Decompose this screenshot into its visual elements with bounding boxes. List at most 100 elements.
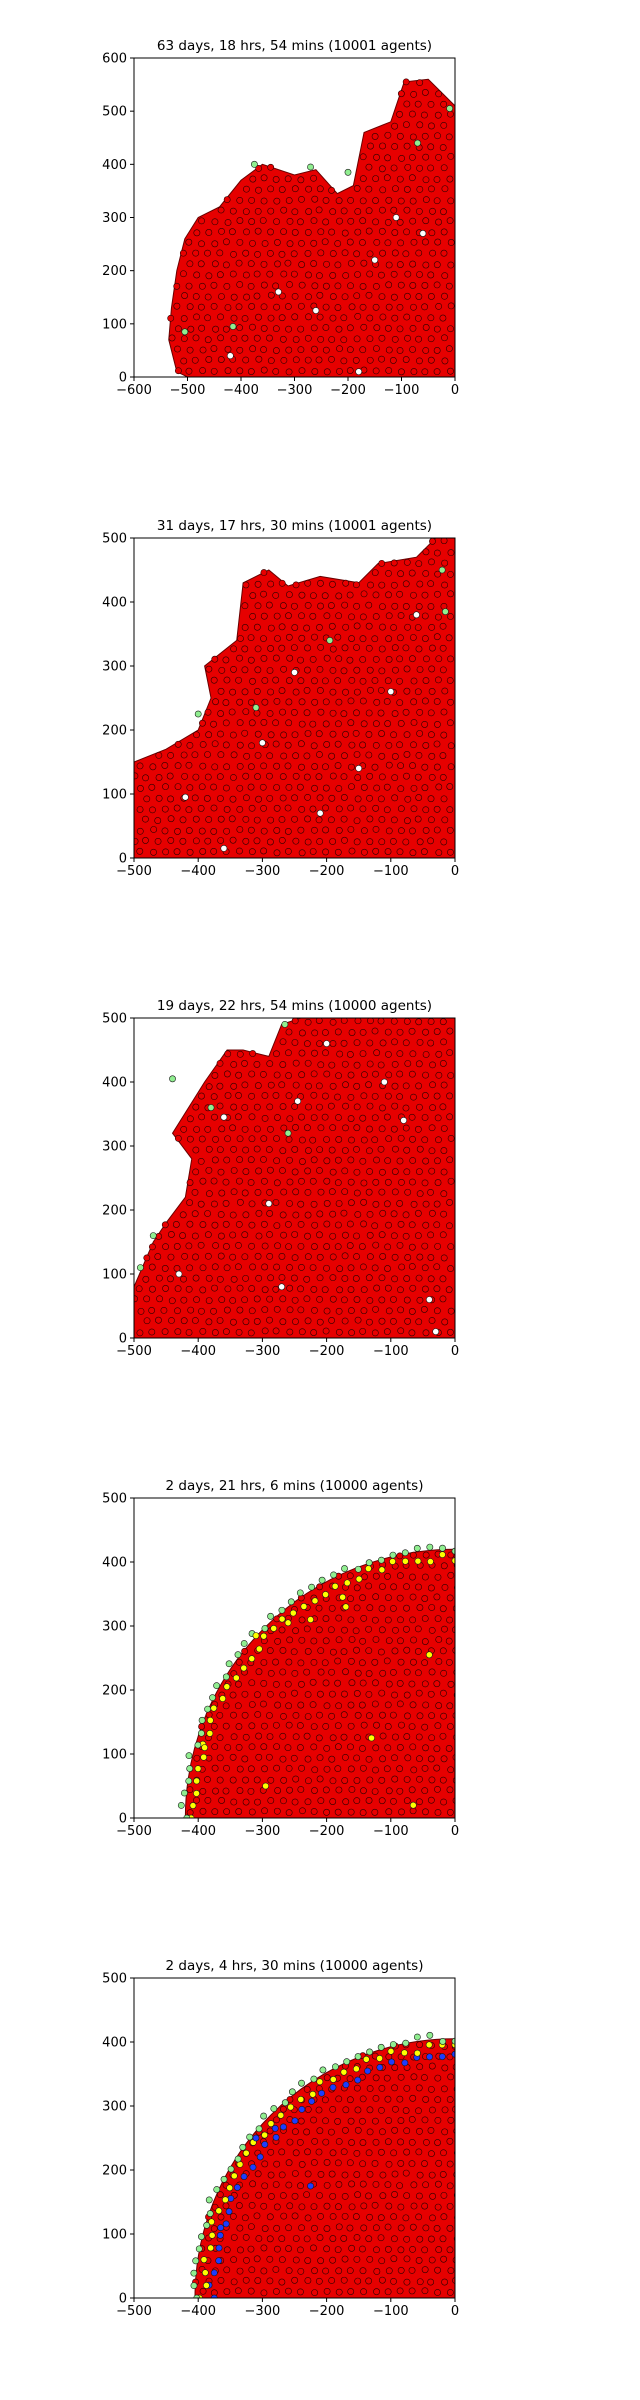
agent-point — [434, 1722, 442, 1730]
agent-point — [248, 1200, 256, 1208]
agent-point — [254, 1798, 261, 1806]
agent-point — [267, 1612, 274, 1620]
agent-point — [410, 1636, 417, 1644]
agent-point — [336, 1286, 344, 1294]
agent-point — [273, 1157, 281, 1165]
agent-point — [360, 2224, 368, 2232]
agent-point — [304, 2257, 312, 2264]
agent-point — [335, 1072, 342, 1079]
agent-point — [391, 2084, 398, 2092]
agent-point — [434, 132, 441, 140]
agent-point — [445, 345, 453, 353]
agent-point — [217, 2213, 225, 2221]
agent-point — [292, 1733, 300, 1741]
agent-point — [297, 677, 305, 685]
agent-point — [236, 719, 244, 727]
agent-point — [220, 2175, 228, 2183]
agent-point — [434, 2203, 442, 2211]
y-tick-label: 100 — [102, 788, 127, 803]
agent-point — [397, 2160, 405, 2167]
agent-point — [255, 164, 263, 172]
agent-point — [287, 2103, 295, 2111]
agent-point — [317, 1061, 325, 1069]
agent-point — [422, 1200, 430, 1208]
agent-point — [204, 1776, 211, 1783]
agent-point — [390, 1583, 398, 1591]
agent-point — [396, 1700, 404, 1708]
agent-point — [425, 1296, 433, 1303]
agent-point — [278, 2256, 286, 2264]
agent-point — [229, 1231, 237, 1239]
agent-point — [181, 772, 189, 780]
agent-point — [309, 612, 317, 620]
agent-point — [409, 655, 416, 663]
agent-point — [360, 1286, 368, 1294]
agent-point — [433, 347, 441, 354]
agent-point — [402, 603, 410, 610]
agent-point — [193, 731, 200, 739]
agent-point — [377, 1648, 385, 1656]
agent-point — [328, 622, 336, 630]
agent-point — [193, 1777, 201, 1785]
agent-point — [185, 1752, 193, 1760]
agent-point — [229, 270, 237, 278]
agent-point — [341, 1275, 349, 1282]
agent-point — [433, 1764, 441, 1772]
agent-point — [323, 1808, 331, 1816]
agent-point — [304, 1691, 312, 1698]
agent-point — [387, 688, 395, 695]
agent-point — [280, 1124, 288, 1132]
agent-point — [304, 356, 312, 364]
agent-point — [348, 2139, 355, 2146]
agent-point — [317, 335, 325, 343]
agent-point — [434, 570, 442, 578]
agent-point — [246, 2133, 254, 2141]
agent-point — [291, 1689, 298, 1697]
agent-point — [441, 608, 449, 615]
agent-point — [286, 240, 294, 248]
agent-point — [266, 1316, 273, 1324]
agent-point — [408, 1680, 416, 1688]
agent-point — [260, 827, 268, 835]
agent-point — [311, 195, 319, 203]
x-tick-label: 0 — [451, 2304, 459, 2319]
agent-point — [346, 2267, 354, 2275]
agent-point — [447, 1134, 455, 1142]
agent-point — [330, 1571, 337, 1579]
agent-point — [384, 1092, 392, 1100]
agent-point — [279, 2192, 287, 2199]
agent-point — [409, 1701, 417, 1709]
agent-point — [427, 1584, 435, 1592]
agent-point — [248, 1242, 256, 1250]
agent-point — [335, 2181, 343, 2188]
agent-point — [335, 1614, 343, 1622]
agent-point — [272, 740, 280, 748]
agent-point — [365, 709, 373, 717]
agent-point — [422, 1028, 429, 1036]
agent-point — [278, 1253, 286, 1260]
agent-point — [341, 2192, 349, 2200]
agent-point — [303, 687, 311, 694]
agent-point — [278, 292, 286, 300]
agent-point — [234, 2155, 242, 2163]
agent-point — [307, 1616, 314, 1623]
agent-point — [422, 2224, 430, 2232]
agent-point — [422, 1221, 430, 1229]
agent-point — [329, 250, 337, 257]
agent-point — [316, 794, 324, 802]
agent-point — [225, 1660, 233, 1668]
agent-point — [403, 313, 411, 321]
agent-point — [291, 1103, 299, 1110]
agent-point — [241, 2214, 249, 2222]
agent-point — [383, 1765, 391, 1773]
agent-point — [372, 283, 380, 290]
agent-point — [280, 2123, 287, 2131]
agent-point — [378, 1605, 386, 1612]
agent-point — [385, 196, 393, 204]
agent-point — [340, 357, 348, 365]
agent-point — [359, 1809, 367, 1816]
agent-point — [353, 185, 361, 192]
agent-point — [384, 2288, 392, 2296]
agent-point — [304, 601, 312, 609]
agent-point — [391, 1060, 399, 1068]
